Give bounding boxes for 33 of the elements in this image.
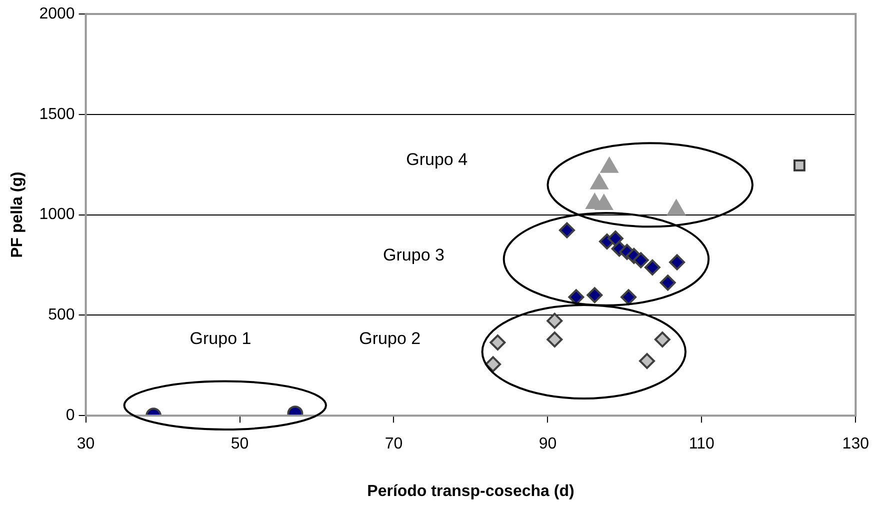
- point: [794, 159, 806, 172]
- point: [644, 259, 660, 276]
- point: [546, 312, 563, 329]
- x-tick-label: 30: [76, 436, 95, 453]
- point: [586, 287, 603, 304]
- point: [546, 331, 563, 348]
- point: [558, 222, 575, 238]
- x-tick-label: 130: [842, 436, 870, 453]
- point: [632, 252, 649, 268]
- point: [568, 289, 584, 306]
- point: [660, 274, 676, 291]
- annotation: Grupo 2: [359, 328, 421, 348]
- x-tick-label: 70: [384, 436, 403, 453]
- y-tick-label: 0: [66, 407, 75, 424]
- y-tick-label: 500: [48, 306, 75, 324]
- point: [654, 331, 670, 348]
- x-axis-title: Período transp-cosecha (d): [367, 482, 574, 500]
- y-tick-label: 2000: [39, 5, 75, 22]
- point: [669, 254, 686, 270]
- x-tick-label: 90: [538, 436, 557, 453]
- y-axis-title: PF pella (g): [9, 172, 26, 258]
- point: [490, 334, 506, 351]
- annotation: Grupo 3: [383, 246, 444, 265]
- point: [485, 356, 502, 372]
- y-tick-label: 1000: [39, 206, 75, 224]
- y-tick-label: 1500: [39, 106, 75, 123]
- point: [620, 289, 637, 306]
- x-tick-label: 110: [688, 436, 715, 453]
- point: [607, 230, 624, 246]
- x-tick-label: 50: [230, 436, 249, 453]
- annotation: Grupo 1: [190, 328, 252, 348]
- annotation: Grupo 4: [406, 150, 468, 169]
- point: [639, 352, 656, 369]
